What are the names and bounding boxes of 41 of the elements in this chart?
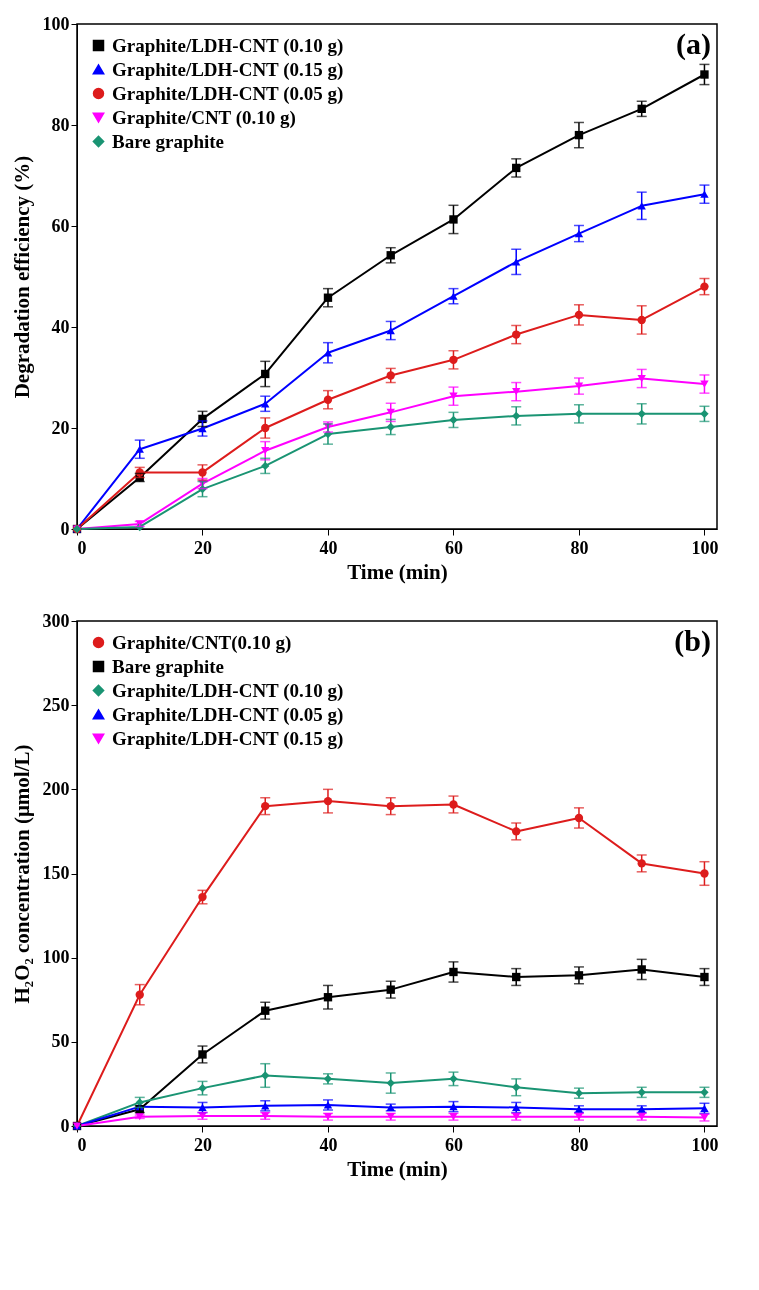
y-tick-label: 100 — [42, 13, 70, 34]
x-tick-label: 80 — [570, 537, 589, 558]
x-tick-label: 80 — [570, 1134, 589, 1155]
x-tick-label: 40 — [319, 1134, 338, 1155]
x-tick-label: 100 — [691, 1134, 719, 1155]
legend-label: Graphite/LDH-CNT (0.15 g) — [112, 727, 344, 750]
x-axis-title: Time (min) — [347, 1156, 448, 1181]
y-tick-label: 0 — [60, 1115, 70, 1136]
legend-label: Bare graphite — [112, 655, 225, 677]
x-tick-label: 40 — [319, 537, 338, 558]
x-tick-label: 20 — [193, 537, 212, 558]
legend-label: Graphite/LDH-CNT (0.05 g) — [112, 82, 344, 105]
annotation: (a) — [676, 27, 711, 61]
y-tick-label: 300 — [42, 610, 70, 631]
y-tick-label: 20 — [51, 417, 70, 438]
legend-label: Bare graphite — [112, 130, 225, 152]
y-tick-label: 200 — [42, 778, 70, 799]
y-axis-title: Degradation efficiency (%) — [9, 155, 34, 399]
y-tick-label: 150 — [42, 863, 70, 883]
y-tick-label: 0 — [60, 518, 70, 539]
x-tick-label: 100 — [691, 537, 719, 558]
y-tick-label: 100 — [42, 947, 70, 968]
legend-label: Graphite/CNT(0.10 g) — [112, 631, 292, 654]
y-tick-label: 40 — [51, 316, 70, 337]
y-tick-label: 60 — [51, 215, 70, 236]
x-tick-label: 60 — [444, 1134, 463, 1155]
legend-label: Graphite/LDH-CNT (0.15 g) — [112, 58, 344, 81]
x-tick-label: 20 — [193, 1134, 212, 1155]
x-tick-label: 0 — [77, 1134, 87, 1155]
x-tick-label: 60 — [444, 537, 463, 558]
annotation: (b) — [674, 624, 711, 658]
legend-label: Graphite/CNT (0.10 g) — [112, 106, 296, 129]
y-tick-label: 250 — [42, 694, 70, 715]
legend-label: Graphite/LDH-CNT (0.05 g) — [112, 703, 344, 726]
y-axis-title: H₂O₂ concentration (μmol/L) — [9, 744, 34, 1004]
legend-label: Graphite/LDH-CNT (0.10 g) — [112, 679, 344, 702]
legend-label: Graphite/LDH-CNT (0.10 g) — [112, 34, 344, 57]
x-tick-label: 0 — [77, 537, 87, 558]
x-axis-title: Time (min) — [347, 559, 448, 584]
y-tick-label: 50 — [51, 1031, 70, 1052]
y-tick-label: 80 — [51, 114, 70, 135]
